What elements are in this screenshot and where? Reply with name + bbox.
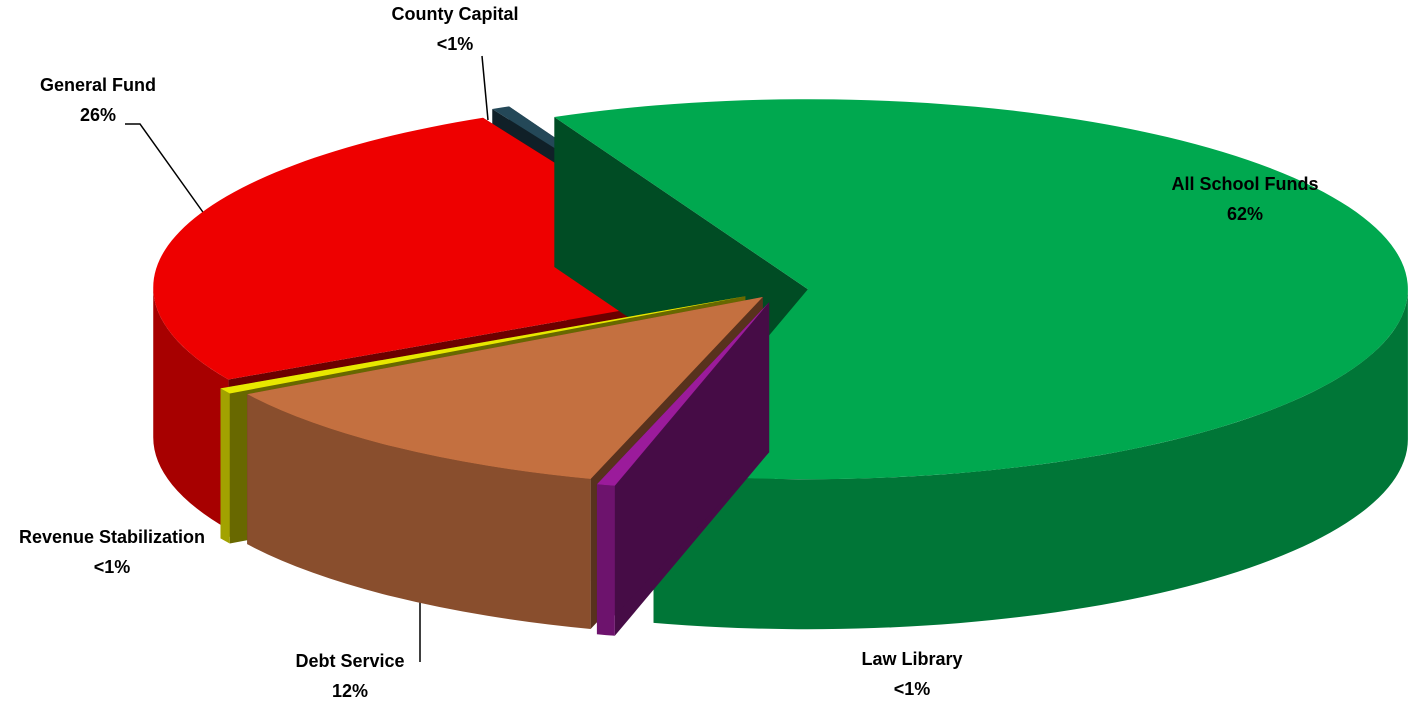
leader-line <box>125 123 206 216</box>
slice-side <box>153 287 229 530</box>
slice-label: Revenue Stabilization <box>19 527 205 547</box>
slice-value-label: <1% <box>437 34 474 54</box>
slice-label: All School Funds <box>1172 174 1319 194</box>
slice-label: County Capital <box>391 4 518 24</box>
slice <box>220 296 746 394</box>
slice-side <box>220 388 230 544</box>
slice-value-label: 12% <box>332 681 368 701</box>
slice-side <box>596 484 615 636</box>
leader-line <box>481 55 489 121</box>
slice-value-label: 26% <box>80 105 116 125</box>
slice-value-label: 62% <box>1227 204 1263 224</box>
slice-wall <box>596 302 770 635</box>
slice-value-label: <1% <box>94 557 131 577</box>
slice-label: Law Library <box>861 649 962 669</box>
slice <box>596 302 770 486</box>
slice <box>247 296 763 480</box>
slice-side <box>247 394 591 630</box>
slice <box>153 117 754 380</box>
slice-label: Debt Service <box>295 651 404 671</box>
slice-label: General Fund <box>40 75 156 95</box>
slice-side <box>653 289 1408 630</box>
slice-value-label: <1% <box>894 679 931 699</box>
